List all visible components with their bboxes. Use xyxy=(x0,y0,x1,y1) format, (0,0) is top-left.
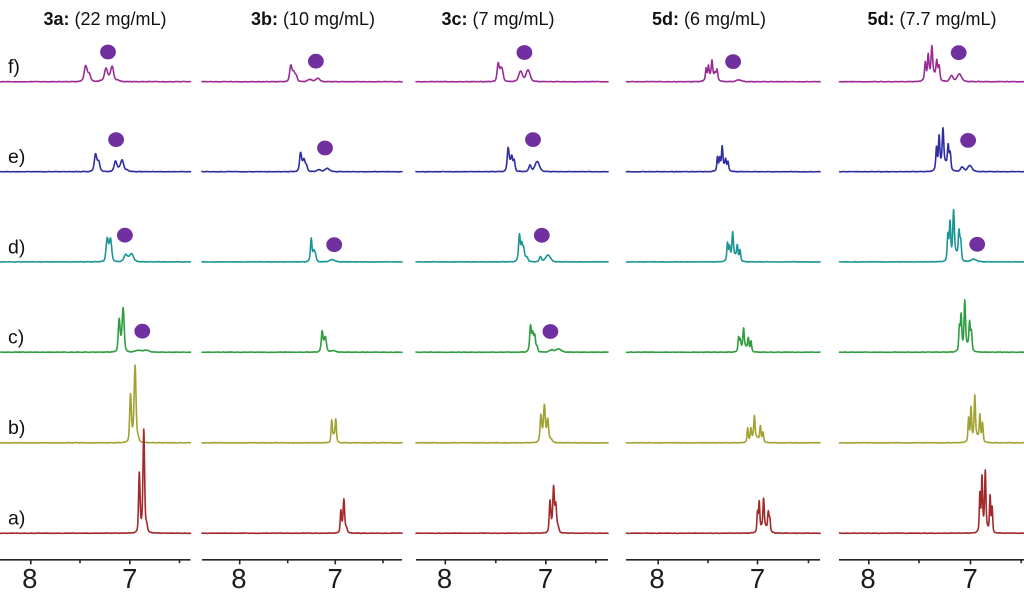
svg-text:7: 7 xyxy=(538,563,553,593)
svg-text:5d: (6 mg/mL): 5d: (6 mg/mL) xyxy=(652,9,766,29)
svg-text:3b: (10 mg/mL): 3b: (10 mg/mL) xyxy=(251,9,375,29)
svg-text:7: 7 xyxy=(122,563,137,593)
svg-text:8: 8 xyxy=(649,563,664,593)
svg-text:8: 8 xyxy=(437,563,452,593)
svg-text:d): d) xyxy=(8,236,25,258)
svg-text:3c: (7 mg/mL): 3c: (7 mg/mL) xyxy=(441,9,554,29)
svg-text:8: 8 xyxy=(231,563,246,593)
svg-text:5d: (7.7 mg/mL): 5d: (7.7 mg/mL) xyxy=(867,9,996,29)
svg-text:8: 8 xyxy=(22,563,37,593)
svg-text:3a: (22 mg/mL): 3a: (22 mg/mL) xyxy=(43,9,166,29)
svg-text:a): a) xyxy=(8,508,25,530)
svg-text:7: 7 xyxy=(327,563,342,593)
svg-text:8: 8 xyxy=(860,563,875,593)
svg-text:7: 7 xyxy=(750,563,765,593)
svg-text:7: 7 xyxy=(963,563,978,593)
svg-text:f): f) xyxy=(8,56,20,78)
svg-text:c): c) xyxy=(8,327,24,349)
svg-text:e): e) xyxy=(8,146,25,168)
svg-text:b): b) xyxy=(8,417,25,439)
